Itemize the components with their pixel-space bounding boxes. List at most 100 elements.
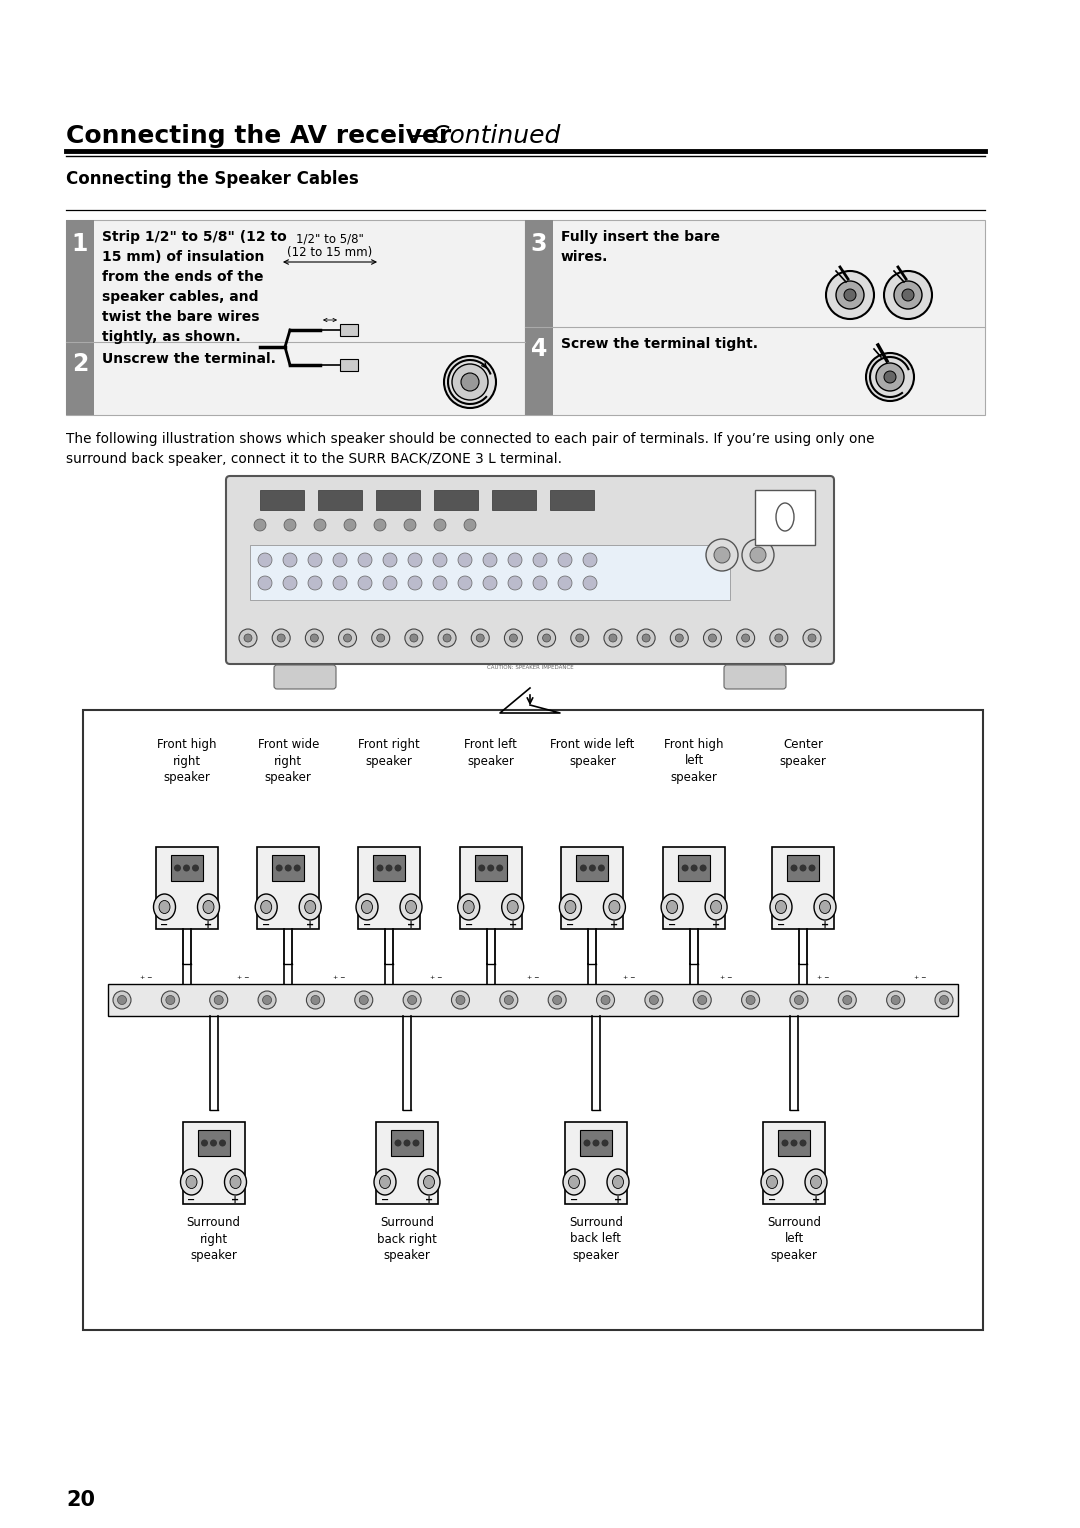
Circle shape <box>408 576 422 590</box>
Circle shape <box>589 865 596 871</box>
Text: +: + <box>613 1195 622 1206</box>
Text: 20: 20 <box>66 1490 95 1510</box>
Bar <box>83 711 983 1329</box>
Text: Strip 1/2" to 5/8" (12 to
15 mm) of insulation
from the ends of the
speaker cabl: Strip 1/2" to 5/8" (12 to 15 mm) of insu… <box>102 231 287 344</box>
Circle shape <box>306 630 323 646</box>
Ellipse shape <box>186 1175 197 1189</box>
Circle shape <box>377 865 383 871</box>
Ellipse shape <box>565 900 576 914</box>
Circle shape <box>602 1140 608 1146</box>
Circle shape <box>737 630 755 646</box>
Text: Front high
right
speaker: Front high right speaker <box>157 738 216 784</box>
Circle shape <box>404 520 416 532</box>
Circle shape <box>307 992 324 1008</box>
Bar <box>525 220 553 327</box>
Bar <box>755 490 815 545</box>
Circle shape <box>746 996 755 1004</box>
Circle shape <box>372 630 390 646</box>
Circle shape <box>360 996 368 1004</box>
Bar <box>376 490 420 510</box>
Bar <box>525 327 553 416</box>
Circle shape <box>583 1140 591 1146</box>
Circle shape <box>876 364 904 391</box>
Ellipse shape <box>458 894 480 920</box>
Text: 1/2" to 5/8": 1/2" to 5/8" <box>296 232 364 244</box>
Ellipse shape <box>666 900 677 914</box>
Circle shape <box>645 992 663 1008</box>
Circle shape <box>799 865 807 871</box>
Circle shape <box>456 996 465 1004</box>
Circle shape <box>383 576 397 590</box>
Ellipse shape <box>225 1169 246 1195</box>
Circle shape <box>405 630 423 646</box>
Circle shape <box>438 630 456 646</box>
Bar <box>562 847 623 929</box>
Bar <box>249 545 730 601</box>
Bar <box>198 1131 229 1157</box>
Circle shape <box>583 576 597 590</box>
Circle shape <box>935 992 953 1008</box>
Text: +: + <box>424 1195 433 1206</box>
Bar <box>434 490 478 510</box>
Bar <box>492 490 536 510</box>
Circle shape <box>433 553 447 567</box>
Text: Connecting the Speaker Cables: Connecting the Speaker Cables <box>66 170 359 188</box>
Circle shape <box>478 865 485 871</box>
Bar <box>391 1131 423 1157</box>
Circle shape <box>558 553 572 567</box>
Ellipse shape <box>559 894 581 920</box>
Text: 4: 4 <box>530 338 548 361</box>
Ellipse shape <box>255 894 278 920</box>
Circle shape <box>809 865 815 871</box>
Circle shape <box>580 865 586 871</box>
Circle shape <box>742 539 774 571</box>
Circle shape <box>476 634 484 642</box>
Circle shape <box>791 865 797 871</box>
Circle shape <box>258 553 272 567</box>
Text: Screw the terminal tight.: Screw the terminal tight. <box>561 338 758 351</box>
Text: 2: 2 <box>71 351 89 376</box>
Circle shape <box>782 1140 788 1146</box>
Circle shape <box>386 865 392 871</box>
Text: (12 to 15 mm): (12 to 15 mm) <box>287 246 373 260</box>
Ellipse shape <box>180 1169 203 1195</box>
Ellipse shape <box>502 894 524 920</box>
Circle shape <box>345 520 356 532</box>
Text: + −: + − <box>334 975 346 979</box>
Ellipse shape <box>463 900 474 914</box>
Circle shape <box>504 996 513 1004</box>
Circle shape <box>278 634 285 642</box>
Bar <box>260 490 303 510</box>
Circle shape <box>902 289 914 301</box>
Circle shape <box>675 634 684 642</box>
Ellipse shape <box>305 900 315 914</box>
Bar <box>156 847 217 929</box>
Circle shape <box>483 576 497 590</box>
Bar <box>525 220 985 416</box>
Text: 1: 1 <box>71 232 89 257</box>
Ellipse shape <box>568 1175 580 1189</box>
Ellipse shape <box>159 900 170 914</box>
Circle shape <box>404 1140 410 1146</box>
Circle shape <box>471 630 489 646</box>
Text: +: + <box>231 1195 240 1206</box>
Ellipse shape <box>767 1175 778 1189</box>
Text: Front left
speaker: Front left speaker <box>464 738 517 767</box>
Circle shape <box>826 270 874 319</box>
Circle shape <box>166 996 175 1004</box>
Circle shape <box>558 576 572 590</box>
Circle shape <box>836 281 864 309</box>
Text: Surround
back left
speaker: Surround back left speaker <box>569 1216 623 1262</box>
Circle shape <box>789 992 808 1008</box>
Circle shape <box>598 865 605 871</box>
Circle shape <box>394 1140 402 1146</box>
Circle shape <box>464 520 476 532</box>
Circle shape <box>808 634 816 642</box>
Bar <box>787 856 819 882</box>
Circle shape <box>310 634 319 642</box>
Bar <box>318 490 362 510</box>
Ellipse shape <box>423 1175 434 1189</box>
Circle shape <box>308 576 322 590</box>
Circle shape <box>483 553 497 567</box>
Circle shape <box>703 630 721 646</box>
